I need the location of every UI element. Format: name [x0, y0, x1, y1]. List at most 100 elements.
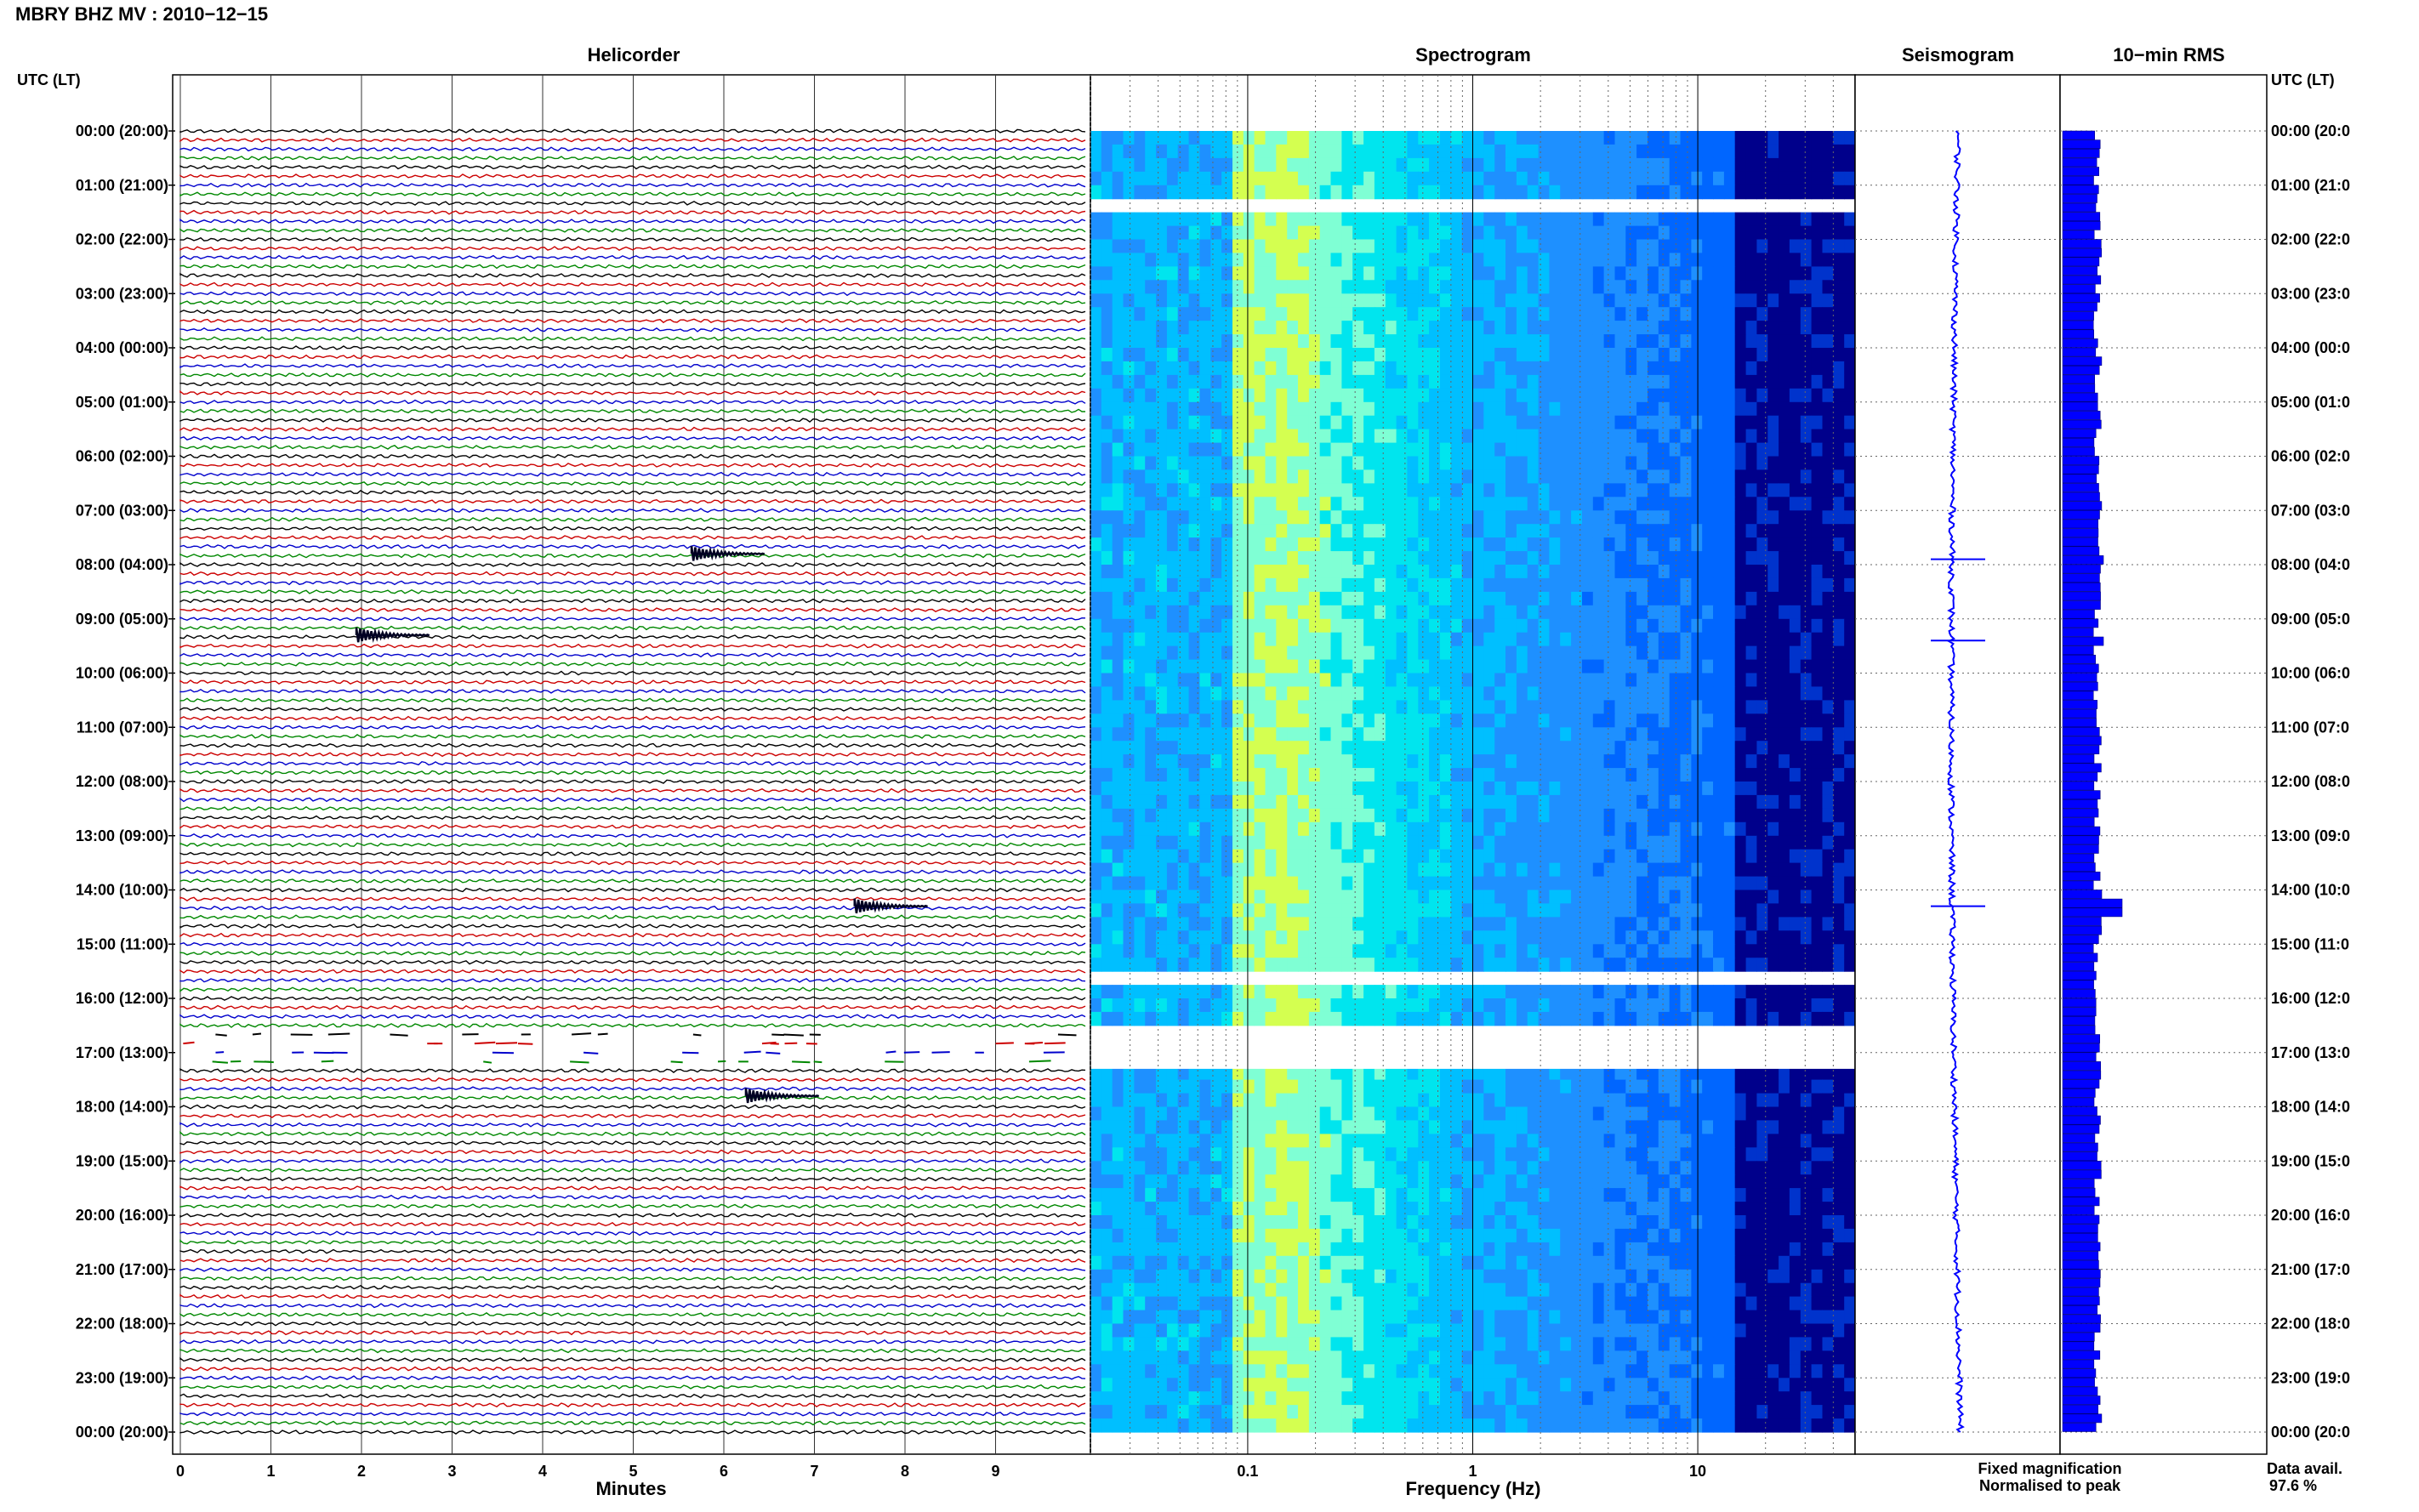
spectrogram-cell — [1385, 917, 1397, 931]
spectrogram-cell — [1734, 429, 1747, 444]
spectrogram-cell — [1691, 497, 1703, 511]
spectrogram-cell — [1319, 1079, 1332, 1094]
spectrogram-cell — [1298, 321, 1310, 335]
spectrogram-cell — [1385, 958, 1397, 972]
spectrogram-cell — [1571, 401, 1583, 417]
spectrogram-cell — [1779, 388, 1790, 403]
spectrogram-cell — [1811, 686, 1823, 701]
spectrogram-cell — [1090, 944, 1102, 958]
spectrogram-cell — [1592, 429, 1605, 444]
spectrogram-cell — [1516, 876, 1528, 891]
spectrogram-cell — [1822, 862, 1834, 878]
spectrogram-cell — [1156, 849, 1168, 864]
spectrogram-cell — [1112, 456, 1124, 470]
spectrogram-cell — [1833, 605, 1845, 620]
spectrogram-cell — [1844, 510, 1856, 525]
spectrogram-cell — [1756, 998, 1768, 1013]
spectrogram-cell — [1658, 673, 1671, 687]
spectrogram-cell — [1800, 808, 1813, 823]
spectrogram-cell — [1658, 1079, 1671, 1094]
spectrogram-cell — [1156, 185, 1168, 200]
spectrogram-cell — [1779, 794, 1790, 810]
spectrogram-cell — [1833, 280, 1845, 294]
spectrogram-cell — [1374, 849, 1386, 864]
spectrogram-cell — [1844, 835, 1856, 850]
helicorder-trace — [179, 969, 1086, 975]
spectrogram-cell — [1669, 185, 1682, 200]
spectrogram-cell — [1385, 144, 1397, 159]
spectrogram-cell — [1472, 280, 1484, 294]
spectrogram-cell — [1134, 577, 1146, 593]
spectrogram-cell — [1625, 321, 1637, 335]
spectrogram-cell — [1669, 469, 1682, 484]
spectrogram-cell — [1592, 917, 1605, 931]
spectrogram-cell — [1702, 727, 1714, 742]
spectrogram-cell — [1571, 1093, 1583, 1108]
spectrogram-cell — [1779, 212, 1790, 227]
spectrogram-cell — [1800, 551, 1813, 566]
spectrogram-cell — [1745, 171, 1757, 186]
spectrogram-cell — [1450, 157, 1463, 173]
spectrogram-cell — [1210, 401, 1222, 417]
spectrogram-cell — [1822, 307, 1834, 321]
spectrogram-cell — [1210, 239, 1222, 253]
spectrogram-cell — [1581, 144, 1594, 159]
spectrogram-cell — [1188, 537, 1200, 552]
helicorder-x-tick: 3 — [447, 1463, 456, 1480]
spectrogram-cell — [1385, 280, 1397, 294]
spectrogram-cell — [1603, 930, 1615, 945]
spectrogram-cell — [1188, 903, 1200, 918]
spectrogram-cell — [1691, 958, 1703, 972]
spectrogram-cell — [1603, 374, 1615, 389]
spectrogram-cell — [1352, 361, 1364, 376]
spectrogram-cell — [1352, 537, 1364, 552]
spectrogram-cell — [1702, 144, 1714, 159]
spectrogram-cell — [1494, 985, 1506, 999]
spectrogram-cell — [1833, 239, 1845, 253]
spectrogram-cell — [1352, 1079, 1364, 1094]
spectrogram-cell — [1210, 415, 1222, 430]
spectrogram-cell — [1713, 388, 1725, 403]
spectrogram-cell — [1581, 185, 1594, 200]
spectrogram-cell — [1177, 686, 1190, 701]
spectrogram-cell — [1581, 469, 1594, 484]
spectrogram-cell — [1243, 1011, 1255, 1026]
spectrogram-cell — [1702, 429, 1714, 444]
helicorder-trace — [179, 1140, 1086, 1145]
spectrogram-cell — [1472, 890, 1484, 904]
spectrogram-cell — [1680, 307, 1692, 321]
spectrogram-cell — [1494, 808, 1506, 823]
helicorder-trace — [179, 489, 1086, 495]
spectrogram-cell — [1123, 253, 1135, 267]
spectrogram-cell — [1101, 280, 1113, 294]
spectrogram-cell — [1407, 591, 1419, 606]
spectrogram-cell — [1472, 510, 1484, 525]
spectrogram-cell — [1385, 348, 1397, 362]
spectrogram-cell — [1385, 131, 1397, 145]
spectrogram-cell — [1396, 618, 1408, 634]
spectrogram-cell — [1713, 958, 1725, 972]
spectrogram-cell — [1166, 876, 1179, 891]
spectrogram-cell — [1779, 903, 1790, 918]
spectrogram-cell — [1734, 131, 1747, 145]
spectrogram-cell — [1429, 821, 1441, 837]
spectrogram-cell — [1330, 944, 1342, 958]
spectrogram-cell — [1767, 131, 1779, 145]
spectrogram-cell — [1156, 239, 1168, 253]
spectrogram-cell — [1560, 985, 1572, 999]
spectrogram-cell — [1440, 401, 1452, 417]
spectrogram-cell — [1210, 862, 1222, 878]
spectrogram-cell — [1232, 741, 1244, 755]
spectrogram-cell — [1374, 212, 1386, 227]
spectrogram-cell — [1614, 849, 1626, 864]
spectrogram-cell — [1461, 361, 1474, 376]
spectrogram-cell — [1734, 944, 1747, 958]
spectrogram-cell — [1101, 225, 1113, 241]
spectrogram-cell — [1396, 998, 1408, 1013]
spectrogram-cell — [1276, 754, 1288, 769]
spectrogram-cell — [1789, 903, 1801, 918]
spectrogram-cell — [1090, 849, 1102, 864]
spectrogram-cell — [1123, 537, 1135, 552]
spectrogram-cell — [1101, 212, 1113, 227]
spectrogram-cell — [1745, 618, 1757, 634]
